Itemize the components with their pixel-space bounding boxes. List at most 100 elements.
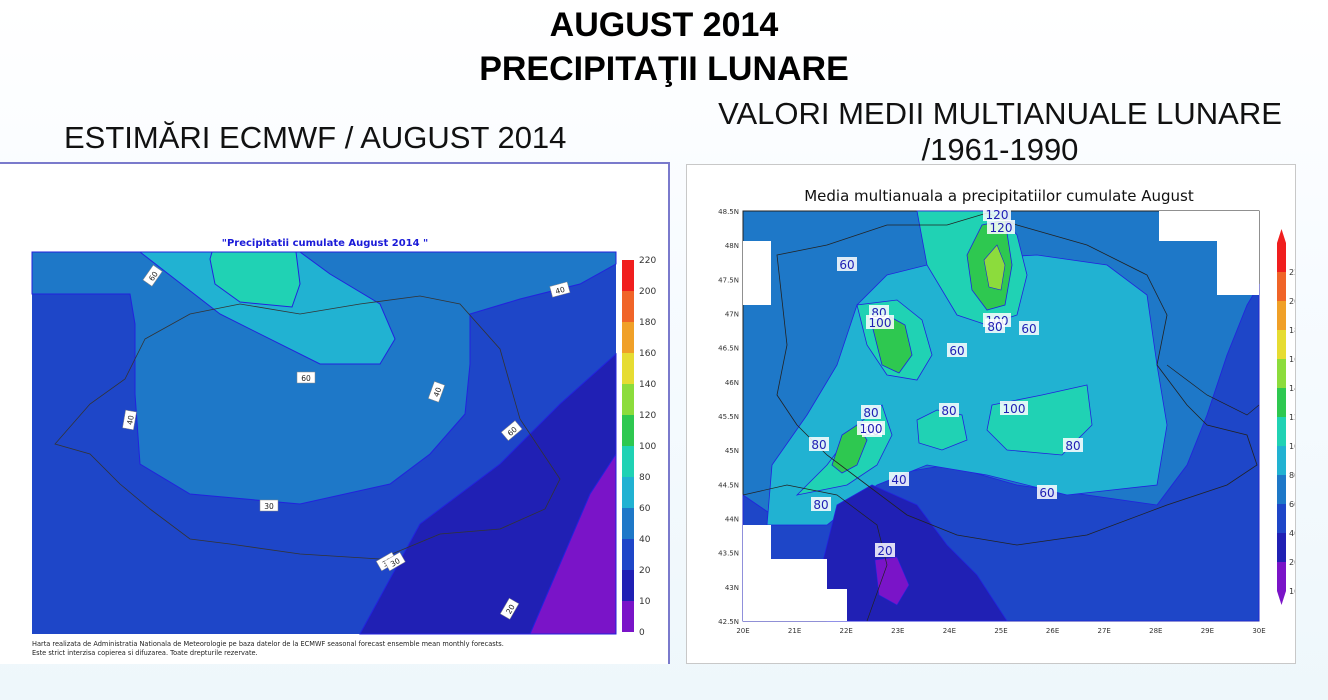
right-panel-heading: VALORI MEDII MULTIANUALE LUNARE /1961-19… <box>700 96 1300 168</box>
mask-sw <box>743 525 847 621</box>
svg-text:60: 60 <box>1021 322 1036 336</box>
svg-text:100: 100 <box>1003 402 1026 416</box>
contour-label: 120 <box>987 220 1015 235</box>
lon-tick-label: 22E <box>840 627 853 635</box>
lon-tick-label: 24E <box>943 627 956 635</box>
lat-tick-label: 44N <box>725 516 739 524</box>
contour-label: 20 <box>875 543 895 558</box>
lon-tick-label: 27E <box>1098 627 1111 635</box>
svg-text:120: 120 <box>990 221 1013 235</box>
lon-tick-label: 21E <box>788 627 801 635</box>
multiannual-map-title: Media multianuala a precipitatiilor cumu… <box>804 187 1194 205</box>
colorbar-swatch <box>1277 388 1286 417</box>
contour-label: 30 <box>383 551 406 572</box>
colorbar-tick-label: 140 <box>1289 384 1295 393</box>
contour-label: 80 <box>939 403 959 418</box>
colorbar-tick-label: 40 <box>1289 529 1295 538</box>
colorbar-swatch <box>1277 533 1286 562</box>
colorbar-tick-label: 10 <box>1289 587 1295 596</box>
colorbar-swatch <box>1277 504 1286 533</box>
contour-label: 80 <box>861 405 881 420</box>
colorbar-tick-label: 220 <box>639 256 656 266</box>
lon-tick-label: 26E <box>1046 627 1059 635</box>
colorbar-tick-label: 220 <box>1289 268 1295 277</box>
colorbar-tick-label: 180 <box>639 318 656 328</box>
colorbar-tick-label: 140 <box>639 380 656 390</box>
colorbar-top-arrow <box>1277 229 1286 243</box>
colorbar-tick-label: 0 <box>639 628 645 638</box>
colorbar-swatch <box>1277 446 1286 475</box>
colorbar-swatch <box>622 322 634 353</box>
svg-text:60: 60 <box>301 374 311 383</box>
lon-tick-label: 25E <box>994 627 1007 635</box>
contour-label: 80 <box>1063 438 1083 453</box>
right-contour-labels: 1201206080100100806060801008080808010040… <box>809 207 1083 558</box>
colorbar-swatch <box>622 570 634 601</box>
lat-tick-label: 45N <box>725 447 739 455</box>
colorbar-tick-label: 120 <box>1289 413 1295 422</box>
colorbar-swatch <box>1277 243 1286 272</box>
colorbar-swatch <box>622 539 634 570</box>
svg-text:30: 30 <box>264 502 274 511</box>
title-line-1: AUGUST 2014 <box>549 6 779 44</box>
colorbar-swatch <box>622 291 634 322</box>
colorbar-tick-label: 160 <box>1289 355 1295 364</box>
colorbar-tick-label: 10 <box>639 597 651 607</box>
contour-label: 60 <box>1019 321 1039 336</box>
colorbar-swatch <box>1277 359 1286 388</box>
zone-below-20 <box>529 452 617 635</box>
colorbar-tick-label: 40 <box>639 535 651 545</box>
contour-label: 40 <box>549 281 571 298</box>
svg-text:40: 40 <box>125 414 136 425</box>
lon-tick-label: 20E <box>736 627 749 635</box>
lat-tick-label: 47.5N <box>718 276 739 284</box>
colorbar-tick-label: 160 <box>639 349 656 359</box>
title-line-2: PRECIPITAŢII LUNARE <box>479 50 849 88</box>
mask-ne <box>1159 211 1259 295</box>
colorbar-swatch <box>622 384 634 415</box>
lat-tick-label: 48.5N <box>718 208 739 216</box>
multiannual-map: Media multianuala a precipitatiilor cumu… <box>718 187 1304 635</box>
ecmwf-map-title: "Precipitatii cumulate August 2014 " <box>222 238 429 249</box>
footnote-line-2: Este strict interzisa copierea si difuza… <box>32 649 258 657</box>
lon-tick-label: 23E <box>891 627 904 635</box>
colorbar-swatch <box>622 260 634 291</box>
lat-tick-label: 48N <box>725 242 739 250</box>
colorbar-tick-label: 100 <box>639 442 656 452</box>
contour-label: 20 <box>499 597 520 620</box>
svg-text:100: 100 <box>869 316 892 330</box>
colorbar-swatch <box>1277 272 1286 301</box>
right-colorbar: 220 200 180 160 140 120 100 80 60 40 20 10 <box>1277 229 1304 605</box>
svg-text:60: 60 <box>1039 486 1054 500</box>
left-contour-labels: 60406040406030302030 <box>122 264 571 620</box>
svg-text:80: 80 <box>941 404 956 418</box>
svg-text:60: 60 <box>839 258 854 272</box>
colorbar-tick-label: 120 <box>639 411 656 421</box>
colorbar-tick-label: 60 <box>1289 500 1295 509</box>
footnote-line-1: Harta realizata de Administratia Nationa… <box>32 640 504 648</box>
svg-text:20: 20 <box>877 544 892 558</box>
zone-120-north <box>983 244 1006 291</box>
lon-tick-label: 28E <box>1149 627 1162 635</box>
svg-text:80: 80 <box>811 438 826 452</box>
lat-tick-label: 42.5N <box>718 618 739 626</box>
contour-label: 80 <box>809 437 829 452</box>
colorbar-bottom-arrow <box>1277 591 1286 605</box>
lat-tick-label: 47N <box>725 311 739 319</box>
colorbar-swatch <box>1277 330 1286 359</box>
colorbar-swatch <box>622 477 634 508</box>
colorbar-tick-label: 100 <box>1289 442 1295 451</box>
contour-label: 80 <box>811 497 831 512</box>
svg-text:80: 80 <box>1065 439 1080 453</box>
colorbar-tick-label: 200 <box>639 287 656 297</box>
colorbar-tick-label: 200 <box>1289 297 1295 306</box>
lat-tick-label: 43.5N <box>718 550 739 558</box>
contour-label: 60 <box>142 264 163 287</box>
contour-label: 60 <box>947 343 967 358</box>
zone-100-banat <box>831 424 868 474</box>
contour-label: 60 <box>837 257 857 272</box>
contour-label: 100 <box>1000 401 1028 416</box>
colorbar-tick-label: 80 <box>1289 471 1295 480</box>
contour-label: 60 <box>296 371 316 384</box>
